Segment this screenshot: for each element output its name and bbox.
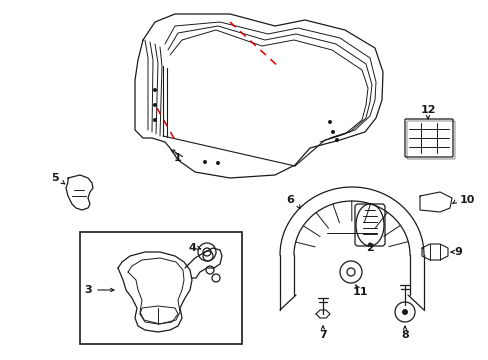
Circle shape <box>334 138 338 142</box>
Text: 6: 6 <box>285 195 293 205</box>
Circle shape <box>203 160 206 164</box>
Text: 5: 5 <box>51 173 59 183</box>
Text: 10: 10 <box>459 195 474 205</box>
Circle shape <box>401 309 407 315</box>
Circle shape <box>216 161 220 165</box>
Text: 12: 12 <box>419 105 435 115</box>
Text: 9: 9 <box>453 247 461 257</box>
Circle shape <box>153 88 157 92</box>
Text: 7: 7 <box>319 330 326 340</box>
Text: 3: 3 <box>84 285 92 295</box>
Circle shape <box>330 130 334 134</box>
Text: 8: 8 <box>400 330 408 340</box>
Circle shape <box>153 103 157 107</box>
Text: 1: 1 <box>174 153 182 163</box>
Text: 11: 11 <box>351 287 367 297</box>
Circle shape <box>153 118 157 122</box>
Text: 4: 4 <box>188 243 196 253</box>
Circle shape <box>327 120 331 124</box>
Text: 2: 2 <box>366 243 373 253</box>
Bar <box>80 232 242 344</box>
